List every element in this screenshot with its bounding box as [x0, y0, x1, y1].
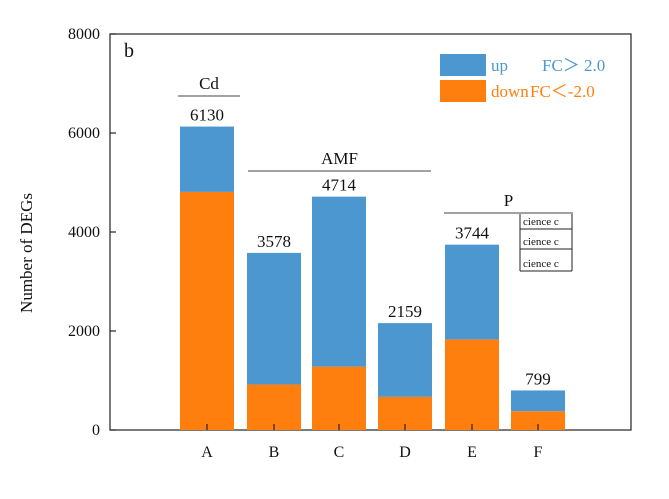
x-tick-label: B [269, 444, 280, 461]
total-labels: 6130 3578 4714 2159 3744 799 [190, 106, 551, 389]
legend-swatch [440, 54, 486, 76]
group-label: Cd [199, 74, 219, 93]
y-tick-label: 6000 [68, 125, 100, 142]
y-tick-label: 4000 [68, 224, 100, 241]
snippet-text: cience c [523, 236, 559, 248]
x-tick-label: A [201, 444, 213, 461]
x-tick-label: E [467, 444, 477, 461]
legend-threshold: FC＜-2.0 [530, 82, 595, 101]
legend-swatch [440, 80, 486, 102]
legend: up FC＞ 2.0 down FC＜-2.0 [440, 54, 605, 102]
bar-D-up [378, 323, 432, 397]
bar-C-down [312, 366, 366, 430]
bar-F-down [511, 411, 565, 430]
total-label: 2159 [388, 302, 422, 321]
total-label: 3744 [455, 224, 490, 243]
snippet-text: cience c [523, 258, 559, 270]
snippet-text: cience c [523, 216, 559, 228]
group-label: P [504, 191, 513, 210]
group-label: AMF [321, 149, 358, 168]
legend-label: up [491, 56, 508, 75]
snippet-background [520, 214, 572, 271]
y-tick-label: 8000 [68, 26, 100, 43]
total-label: 3578 [257, 232, 291, 251]
legend-label: down [491, 82, 529, 101]
group-brackets: Cd AMF P [178, 74, 573, 214]
legend-threshold: FC＞ 2.0 [542, 56, 605, 75]
bar-F-up [511, 390, 565, 412]
bar-B-down [247, 384, 301, 430]
y-axis-title: Number of DEGs [17, 193, 36, 313]
bar-E-down [445, 339, 499, 430]
bar-B-up [247, 252, 301, 385]
bar-E-up [445, 244, 499, 340]
x-tick-label: D [399, 444, 411, 461]
total-label: 4714 [322, 176, 357, 195]
total-label: 6130 [190, 106, 224, 125]
total-label: 799 [525, 369, 551, 388]
x-tick-label: F [534, 444, 543, 461]
bar-A-down [180, 191, 234, 430]
x-tick-label: C [334, 444, 345, 461]
overlay-snippet: cience c cience c cience c [519, 214, 573, 272]
y-tick-label: 0 [92, 422, 100, 439]
y-tick-label: 2000 [68, 323, 100, 340]
y-axis: 0 2000 4000 6000 8000 [68, 26, 116, 439]
x-axis: A B C D E F [201, 424, 543, 461]
bars [180, 126, 565, 430]
bar-A-up [180, 126, 234, 192]
panel-letter: b [124, 40, 134, 62]
bar-C-up [312, 196, 366, 367]
